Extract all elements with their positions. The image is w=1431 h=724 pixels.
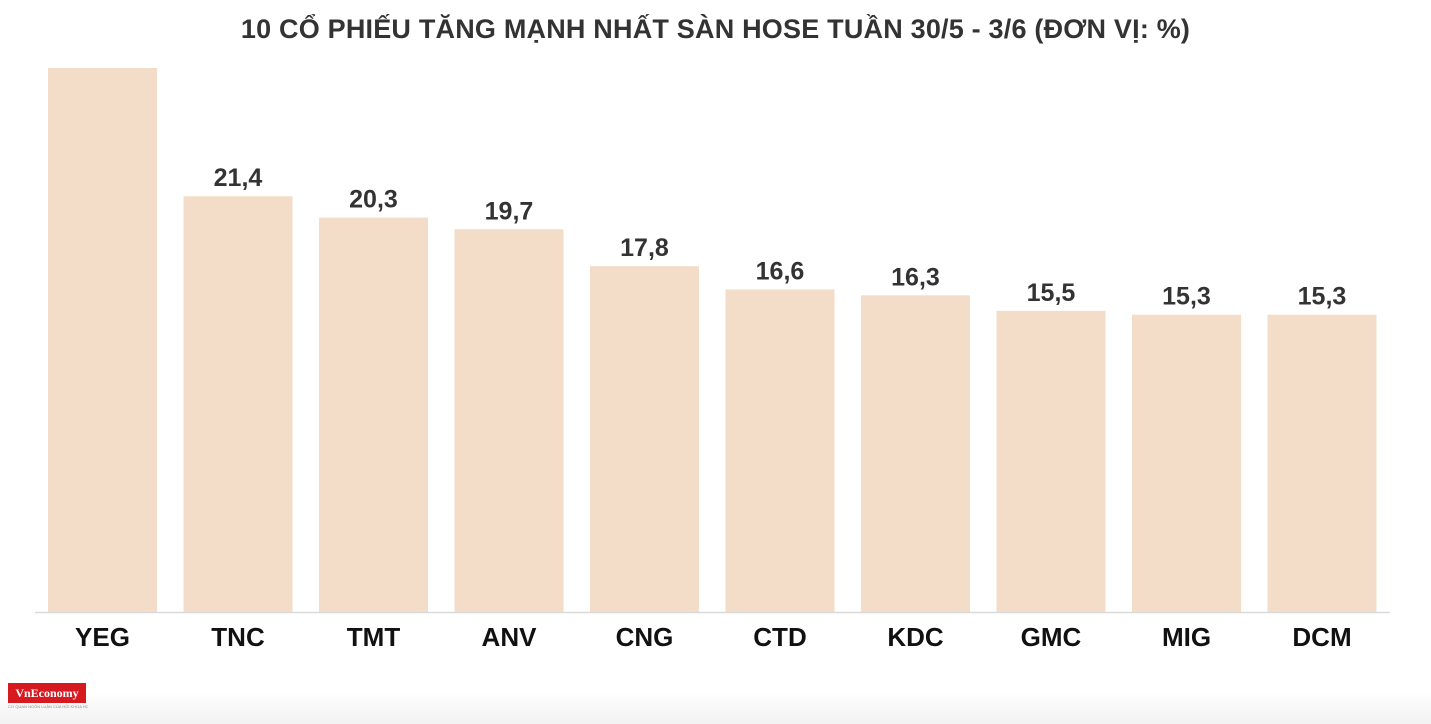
bar-tnc <box>183 196 293 612</box>
category-label-gmc: GMC <box>1021 622 1082 652</box>
category-labels-layer: YEG TNC TMT ANV CNG CTD KDC GMC MIG DCM <box>75 622 1352 652</box>
value-label-tmt: 20,3 <box>349 186 398 214</box>
bar-anv <box>454 229 564 612</box>
bar-dcm <box>1267 314 1377 612</box>
bar-tmt <box>319 217 428 612</box>
value-label-anv: 19,7 <box>485 197 534 225</box>
value-labels-layer: 21,4 20,3 19,7 17,8 16,6 16,3 15,5 15,3 15,3 <box>214 164 1347 311</box>
category-label-kdc: KDC <box>887 622 944 652</box>
footer-band <box>0 690 1431 724</box>
bar-yeg <box>48 68 157 612</box>
value-label-mig: 15,3 <box>1162 283 1211 311</box>
chart-title: 10 CỔ PHIẾU TĂNG MẠNH NHẤT SÀN HOSE TUẦN… <box>240 14 1191 44</box>
category-label-ctd: CTD <box>753 622 806 652</box>
bar-gmc <box>996 310 1106 612</box>
value-label-tnc: 21,4 <box>214 164 263 192</box>
value-label-cng: 17,8 <box>620 234 669 262</box>
category-label-cng: CNG <box>616 622 674 652</box>
bars-layer <box>48 68 1377 612</box>
category-label-yeg: YEG <box>75 622 130 652</box>
bar-mig <box>1132 314 1241 612</box>
bar-cng <box>590 266 699 612</box>
category-label-mig: MIG <box>1162 622 1211 652</box>
logo-tagline: CƠ QUAN NGÔN LUẬN CỦA HỘI KHOA HỌC KINH … <box>8 704 88 709</box>
category-label-anv: ANV <box>482 622 538 652</box>
value-label-gmc: 15,5 <box>1027 279 1076 307</box>
value-label-ctd: 16,6 <box>756 257 805 285</box>
category-label-tmt: TMT <box>347 622 401 652</box>
category-label-dcm: DCM <box>1292 622 1351 652</box>
category-label-tnc: TNC <box>211 622 265 652</box>
vneconomy-logo: VnEconomy <box>8 683 86 703</box>
value-label-kdc: 16,3 <box>891 263 940 291</box>
bar-ctd <box>725 289 835 612</box>
bar-kdc <box>861 295 970 612</box>
value-label-dcm: 15,3 <box>1298 283 1347 311</box>
